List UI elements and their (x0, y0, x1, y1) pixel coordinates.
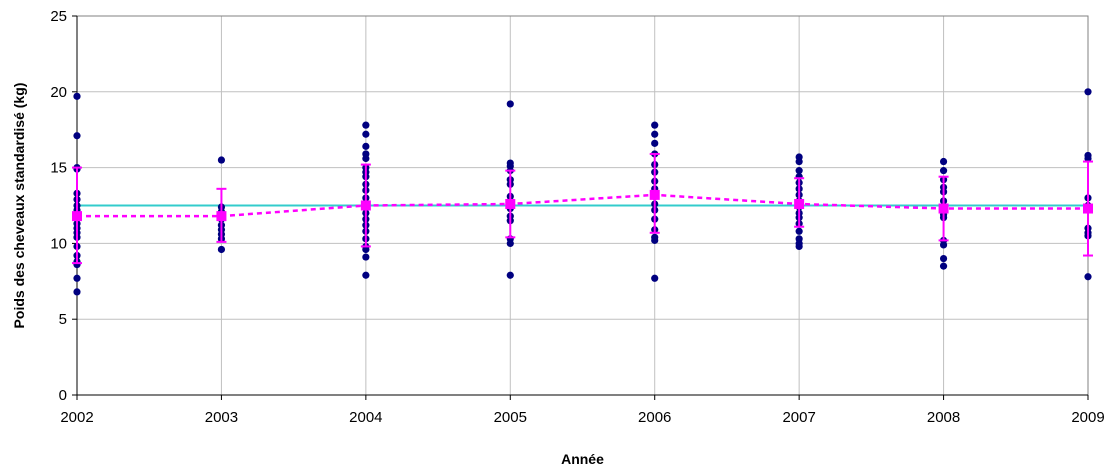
mean-marker (360, 200, 371, 211)
x-axis-title: Année (561, 451, 604, 467)
x-tick-label: 2006 (638, 409, 671, 426)
mean-series (72, 152, 1093, 265)
data-point (651, 130, 659, 138)
data-point (73, 288, 81, 296)
mean-marker (216, 211, 227, 222)
data-point (506, 100, 514, 108)
data-point (1084, 88, 1092, 96)
data-point (73, 274, 81, 282)
data-point (651, 121, 659, 129)
data-point (362, 130, 370, 138)
mean-marker (72, 211, 82, 222)
mean-line (77, 193, 1088, 218)
data-point (651, 139, 659, 147)
y-tick-label: 25 (50, 8, 67, 25)
mean-marker (505, 198, 516, 209)
y-tick-label: 20 (50, 84, 67, 101)
data-point (362, 253, 370, 261)
data-point (362, 121, 370, 129)
data-point (939, 241, 948, 249)
data-point (1084, 154, 1092, 163)
mean-marker (794, 198, 805, 209)
data-point (651, 274, 659, 282)
data-point (651, 236, 659, 244)
x-tick-label: 2004 (349, 409, 382, 426)
data-point (506, 271, 514, 279)
data-point (73, 92, 81, 100)
x-tick-label: 2009 (1071, 409, 1104, 426)
x-tick-label: 2005 (494, 409, 527, 426)
data-point (939, 254, 948, 263)
data-point (795, 167, 803, 175)
data-point (795, 242, 803, 251)
data-point (939, 157, 948, 166)
data-point (362, 271, 370, 279)
x-tick-label: 2007 (782, 409, 815, 426)
y-axis-title: Poids des cheveaux standardisé (kg) (11, 83, 27, 329)
mean-marker (649, 189, 660, 200)
data-point (1084, 273, 1092, 281)
y-tick-label: 5 (59, 311, 67, 328)
data-point (362, 142, 370, 150)
data-point (506, 239, 514, 247)
y-tick-label: 15 (50, 160, 67, 177)
data-point (362, 245, 370, 254)
y-tick-label: 0 (59, 387, 67, 404)
tick-labels: 0 5 10 15 20 25 2002 2003 2004 2005 2006 2007 2008 20… (50, 8, 1104, 426)
x-tick-label: 2002 (60, 409, 93, 426)
x-tick-label: 2003 (205, 409, 238, 426)
individual-points (73, 88, 1092, 296)
x-tick-label: 2008 (927, 409, 960, 426)
data-point (362, 154, 370, 163)
data-point (73, 132, 81, 140)
data-point (939, 262, 948, 270)
data-point (217, 245, 226, 254)
data-point (217, 156, 226, 164)
data-point (795, 227, 803, 235)
y-tick-label: 10 (50, 235, 67, 252)
data-point (939, 167, 948, 175)
mean-marker (938, 203, 949, 214)
mean-marker (1083, 203, 1093, 214)
data-point (795, 157, 803, 166)
